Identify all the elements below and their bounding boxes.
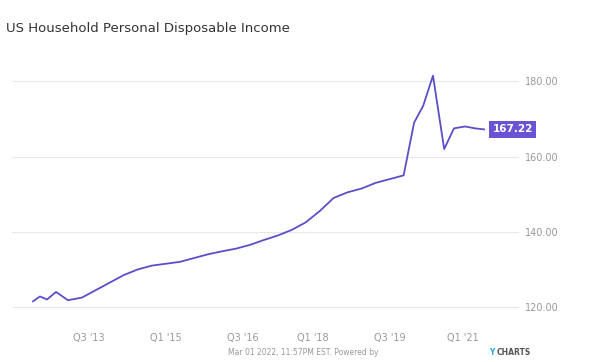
Text: US Household Personal Disposable Income: US Household Personal Disposable Income xyxy=(6,22,290,35)
Text: CHARTS: CHARTS xyxy=(497,348,531,357)
Text: Mar 01 2022, 11:57PM EST. Powered by: Mar 01 2022, 11:57PM EST. Powered by xyxy=(228,348,381,357)
Text: 167.22: 167.22 xyxy=(493,125,533,134)
Text: Y: Y xyxy=(489,348,494,357)
